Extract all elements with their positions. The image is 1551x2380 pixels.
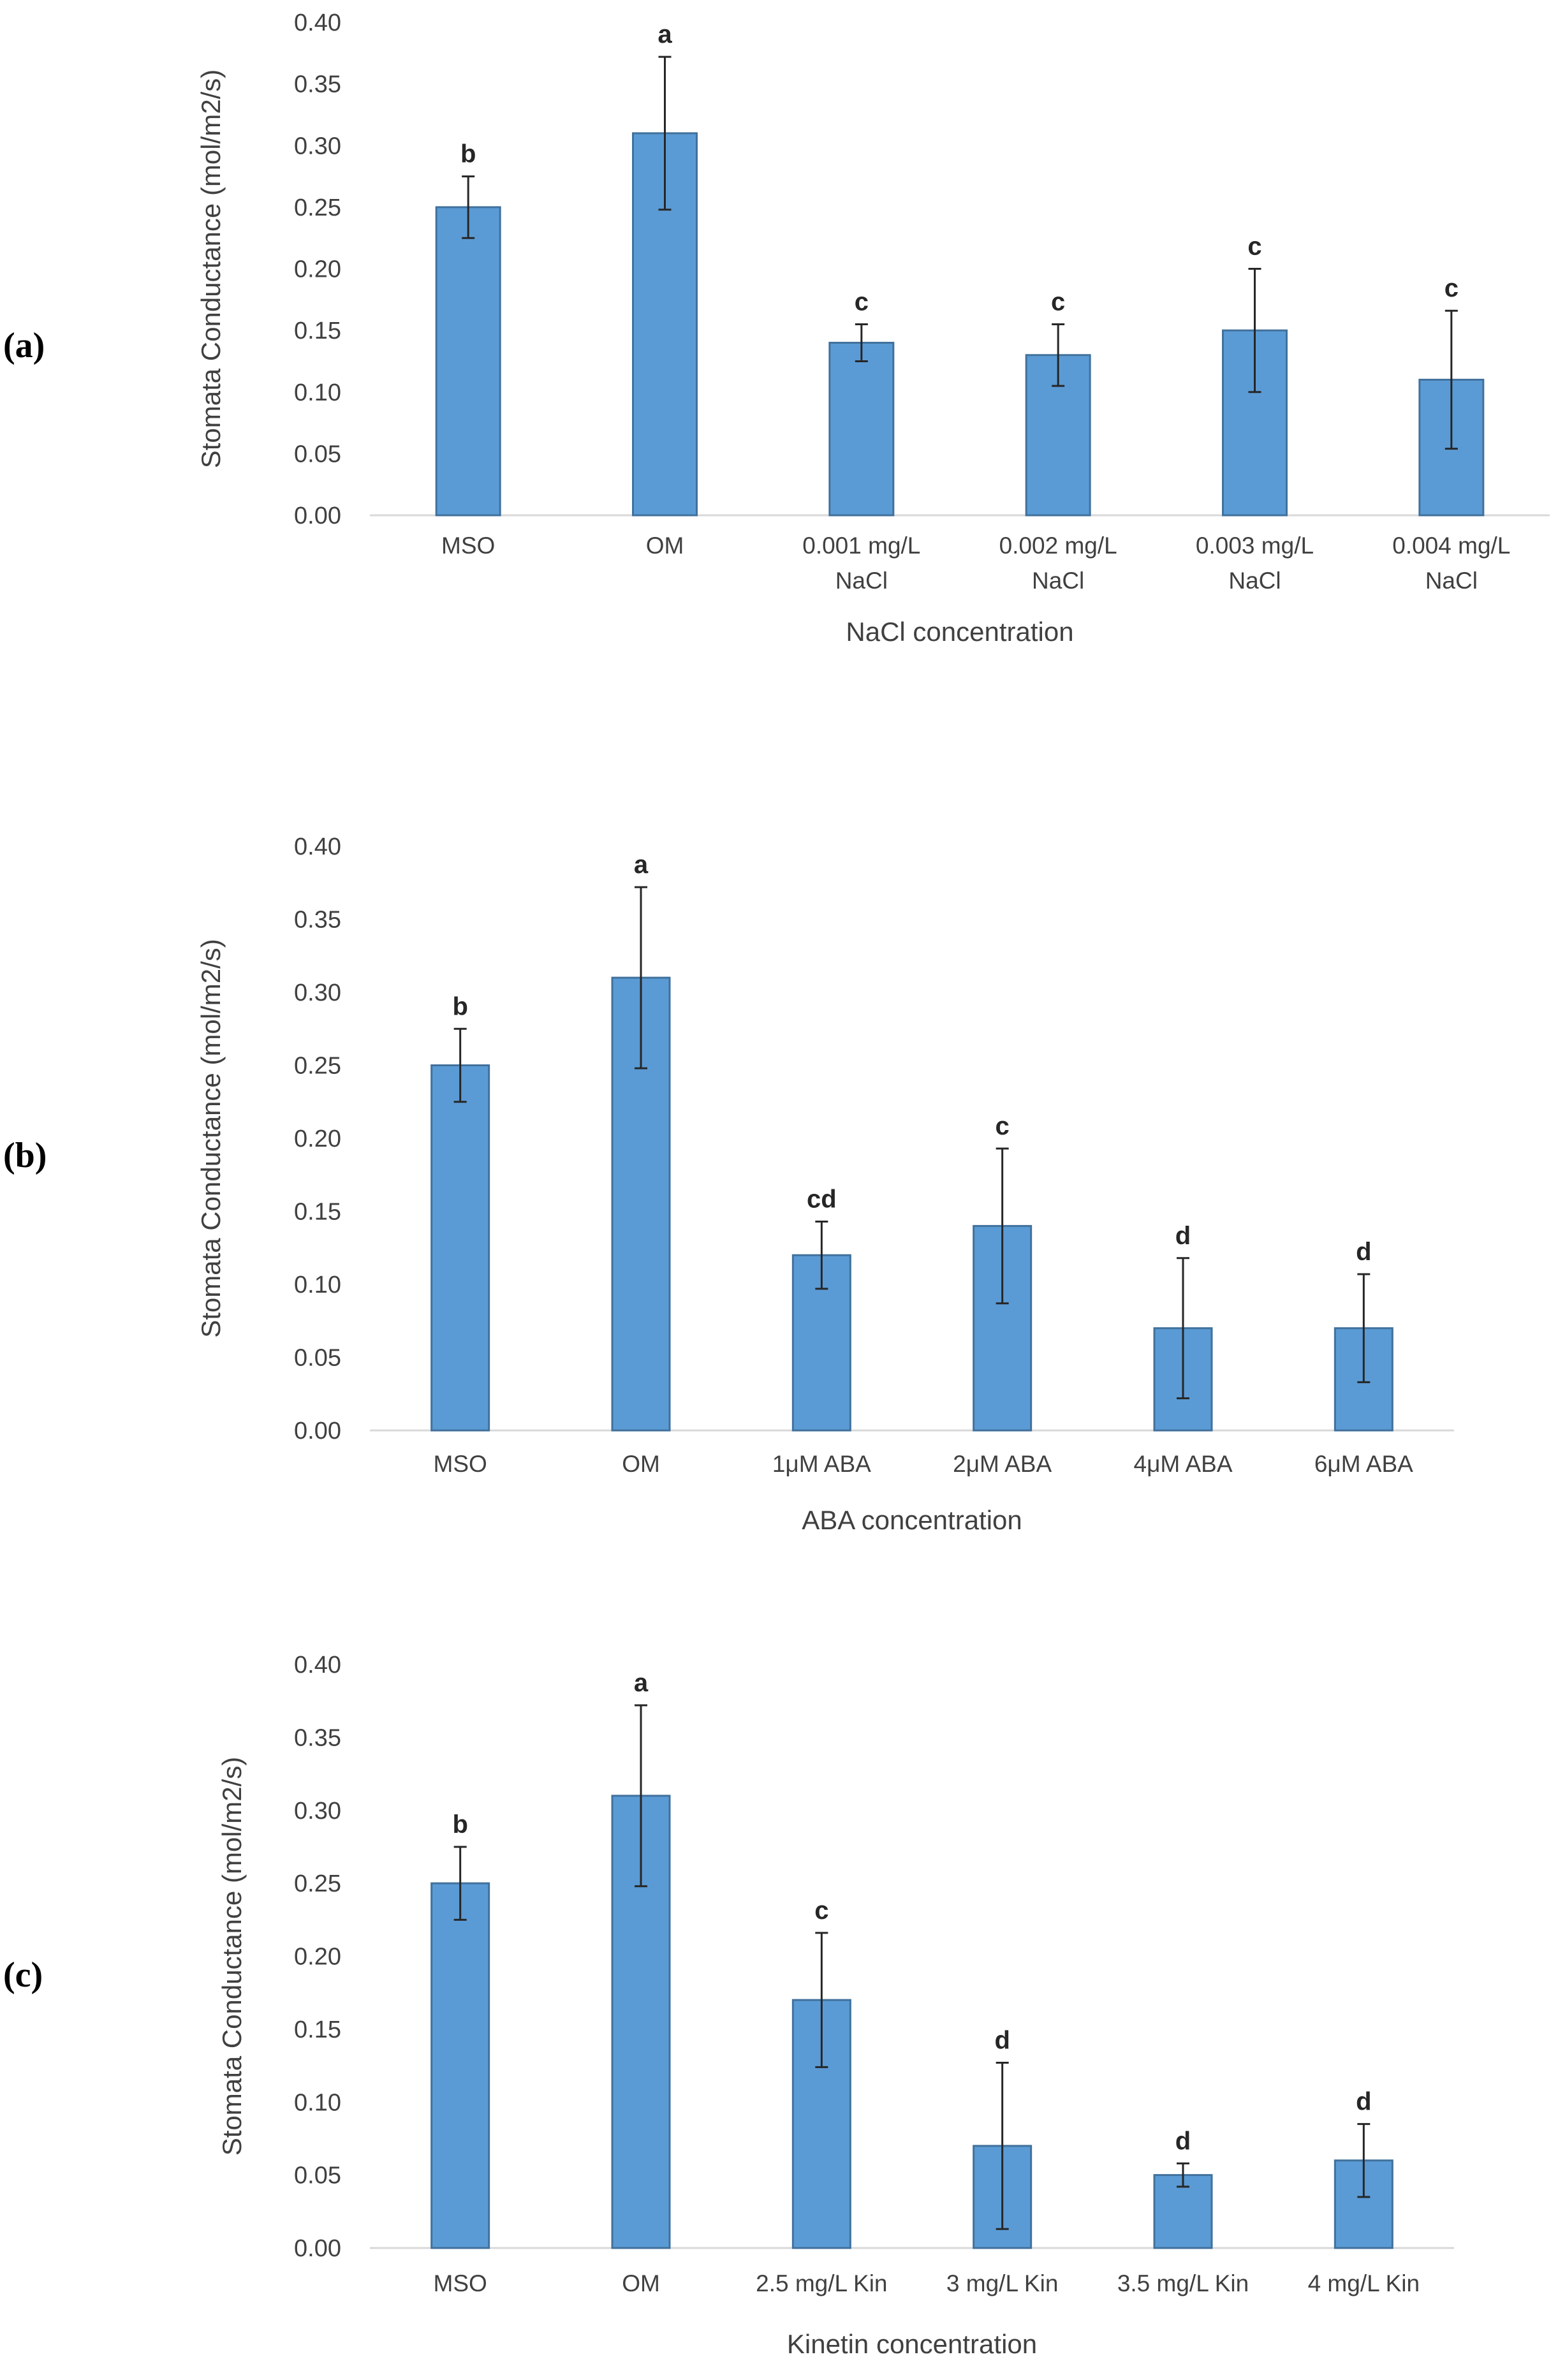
category-label: 2.5 mg/L Kin <box>756 2270 887 2296</box>
significance-letter: c <box>814 1897 828 1925</box>
category-label: MSO <box>434 2270 487 2296</box>
bar <box>435 206 501 517</box>
y-tick-label: 0.35 <box>294 907 341 934</box>
y-tick-label: 0.10 <box>294 1272 341 1298</box>
category-label: 0.002 mg/L NaCl <box>999 533 1117 594</box>
category-label: 0.004 mg/L NaCl <box>1392 533 1510 594</box>
significance-letter: a <box>634 1669 649 1697</box>
category-label: OM <box>622 1451 660 1477</box>
category-label: 6μM ABA <box>1314 1451 1413 1477</box>
y-tick-label: 0.40 <box>294 834 341 860</box>
category-label: 4 mg/L Kin <box>1308 2270 1420 2296</box>
significance-letter: d <box>1356 1238 1371 1266</box>
significance-letter: c <box>1247 233 1261 261</box>
panel-label: (b) <box>3 1136 47 1175</box>
chart-panel-b: (b) 0.00 0.05 0.10 0.15 0.20 0.25 0.30 0.35 0.40 S… <box>3 834 1454 1535</box>
bar <box>611 976 671 1432</box>
category-label: 3.5 mg/L Kin <box>1117 2270 1249 2296</box>
y-tick-label: 0.30 <box>294 980 341 1006</box>
y-tick-label: 0.05 <box>294 1345 341 1372</box>
significance-letter: c <box>855 288 869 316</box>
category-label: 4μM ABA <box>1134 1451 1233 1477</box>
significance-letter: b <box>452 1811 467 1839</box>
y-tick-label: 0.00 <box>294 503 341 529</box>
y-axis-title: Stomata Conductance (mol/m2/s) <box>217 1757 247 2156</box>
y-tick-label: 0.25 <box>294 195 341 221</box>
y-tick-label: 0.40 <box>294 10 341 36</box>
significance-letter: b <box>452 992 467 1020</box>
x-axis-title: ABA concentration <box>802 1505 1022 1535</box>
y-tick-label: 0.20 <box>294 1944 341 1971</box>
y-tick-label: 0.35 <box>294 71 341 98</box>
significance-letter: c <box>1444 274 1459 302</box>
significance-letter: c <box>1051 288 1065 316</box>
y-tick-label: 0.20 <box>294 1126 341 1152</box>
y-tick-label: 0.35 <box>294 1724 341 1751</box>
bar <box>430 1064 490 1432</box>
y-tick-label: 0.00 <box>294 1418 341 1444</box>
y-axis-title: Stomata Conductance (mol/m2/s) <box>196 939 226 1338</box>
y-tick-label: 0.40 <box>294 1652 341 1678</box>
significance-letter: d <box>994 2026 1010 2054</box>
significance-letter: a <box>658 20 672 48</box>
category-label: MSO <box>441 533 495 559</box>
y-tick-label: 0.20 <box>294 256 341 283</box>
bar <box>430 1882 490 2249</box>
y-tick-label: 0.15 <box>294 318 341 344</box>
y-tick-label: 0.15 <box>294 2016 341 2043</box>
y-tick-label: 0.05 <box>294 441 341 467</box>
category-label: 1μM ABA <box>772 1451 871 1477</box>
y-tick-label: 0.30 <box>294 133 341 159</box>
significance-letter: d <box>1175 1222 1191 1250</box>
y-tick-label: 0.15 <box>294 1199 341 1226</box>
x-axis-title: Kinetin concentration <box>787 2329 1037 2359</box>
y-tick-label: 0.25 <box>294 1870 341 1897</box>
y-tick-label: 0.05 <box>294 2163 341 2189</box>
y-tick-label: 0.10 <box>294 2089 341 2116</box>
significance-letter: d <box>1175 2127 1191 2155</box>
significance-letter: d <box>1356 2088 1371 2116</box>
category-label: 2μM ABA <box>953 1451 1052 1477</box>
category-label: 0.001 mg/L NaCl <box>802 533 920 594</box>
chart-panel-c: (c) 0.00 0.05 0.10 0.15 0.20 0.25 0.30 0.35 0.40 S… <box>3 1652 1454 2359</box>
category-label: MSO <box>434 1451 487 1477</box>
panel-label: (c) <box>3 1955 43 1995</box>
significance-letter: b <box>460 140 476 168</box>
category-label: OM <box>646 533 684 559</box>
significance-letter: a <box>634 851 649 879</box>
y-axis-title: Stomata Conductance (mol/m2/s) <box>196 70 226 469</box>
chart-panel-a: (a) 0.00 0.05 0.10 0.15 0.20 0.25 0.30 0.35 0.40 S… <box>3 10 1550 647</box>
significance-letter: c <box>996 1112 1010 1140</box>
panel-label: (a) <box>3 326 45 365</box>
y-tick-label: 0.25 <box>294 1053 341 1080</box>
category-label: 0.003 mg/L NaCl <box>1196 533 1314 594</box>
y-tick-label: 0.30 <box>294 1798 341 1825</box>
bar <box>828 341 895 517</box>
y-tick-label: 0.10 <box>294 379 341 406</box>
category-label: 3 mg/L Kin <box>946 2270 1059 2296</box>
x-axis-title: NaCl concentration <box>846 617 1073 647</box>
significance-letter: cd <box>807 1186 837 1214</box>
category-label: OM <box>622 2270 660 2296</box>
y-tick-label: 0.00 <box>294 2235 341 2262</box>
